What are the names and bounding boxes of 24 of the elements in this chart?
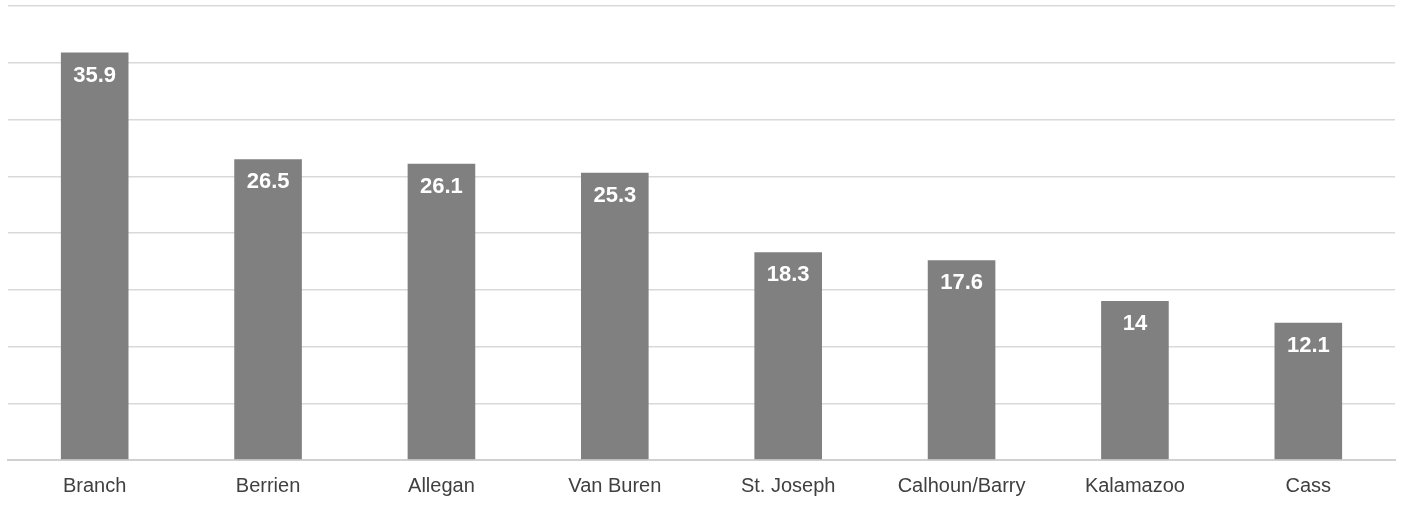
data-label: 12.1	[1286, 331, 1330, 357]
x-tick-label: Branch	[63, 473, 127, 496]
data-label: 35.9	[73, 61, 117, 87]
x-tick-label: Cass	[1285, 473, 1332, 496]
bar	[60, 52, 129, 460]
bar	[234, 159, 302, 460]
data-label: 25.3	[593, 181, 637, 207]
bar	[581, 172, 649, 460]
bar	[927, 260, 996, 460]
bar	[407, 163, 476, 460]
bar	[1101, 301, 1169, 460]
x-tick-label: Allegan	[408, 473, 475, 496]
x-tick-label: Berrien	[235, 473, 301, 496]
bar	[1274, 322, 1343, 460]
data-label: 14	[1122, 310, 1148, 336]
bar	[754, 252, 822, 460]
data-label: 26.5	[246, 168, 290, 194]
x-tick-label: Calhoun/Barry	[897, 473, 1026, 496]
x-tick-label: Van Buren	[568, 473, 662, 496]
x-tick-label: Kalamazoo	[1084, 473, 1185, 496]
data-label: 18.3	[766, 261, 810, 287]
x-tick-label: St. Joseph	[740, 473, 836, 496]
data-label: 17.6	[940, 269, 983, 295]
data-label: 26.1	[420, 172, 463, 198]
